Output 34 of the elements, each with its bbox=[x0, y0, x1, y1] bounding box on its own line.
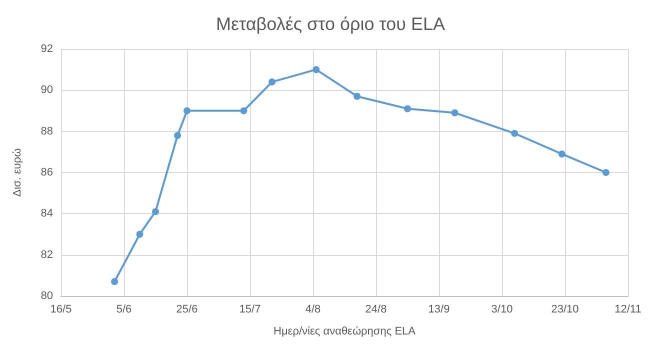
x-tick-label: 12/11 bbox=[614, 304, 642, 316]
x-tick-label: 13/9 bbox=[428, 304, 450, 316]
x-tick-label: 24/8 bbox=[365, 304, 387, 316]
point bbox=[451, 109, 458, 116]
point bbox=[511, 130, 518, 137]
point bbox=[136, 230, 144, 238]
point bbox=[602, 169, 610, 176]
x-tick-label: 23/10 bbox=[551, 304, 579, 316]
point bbox=[111, 278, 118, 286]
y-tick-label: 84 bbox=[40, 208, 53, 220]
point bbox=[174, 132, 182, 139]
x-tick-label: 3/10 bbox=[491, 304, 513, 316]
point bbox=[268, 78, 276, 86]
y-tick-label: 80 bbox=[40, 290, 53, 302]
point bbox=[558, 150, 566, 158]
y-tick-label: 92 bbox=[40, 43, 53, 55]
chart-title: Μεταβολές στο όριο του ELA bbox=[216, 14, 445, 34]
point bbox=[312, 66, 320, 74]
point bbox=[240, 107, 248, 114]
x-tick-label: 4/8 bbox=[305, 304, 321, 316]
point bbox=[354, 92, 361, 100]
y-tick-label: 90 bbox=[40, 84, 53, 96]
x-axis-title: Ημερ/νίες αναθεώρησης ELA bbox=[274, 326, 416, 338]
point bbox=[184, 107, 190, 114]
x-tick-label: 25/6 bbox=[176, 304, 198, 316]
y-tick-label: 86 bbox=[40, 166, 53, 178]
x-tick-label: 5/6 bbox=[116, 304, 132, 316]
y-axis-title: Δισ. ευρώ bbox=[12, 148, 24, 197]
x-tick-label: 15/7 bbox=[239, 304, 261, 316]
y-tick-label: 82 bbox=[40, 248, 53, 261]
y-tick-label: 88 bbox=[40, 125, 53, 138]
x-tick-label: 16/5 bbox=[50, 304, 72, 316]
point bbox=[404, 105, 411, 112]
point bbox=[152, 208, 159, 216]
